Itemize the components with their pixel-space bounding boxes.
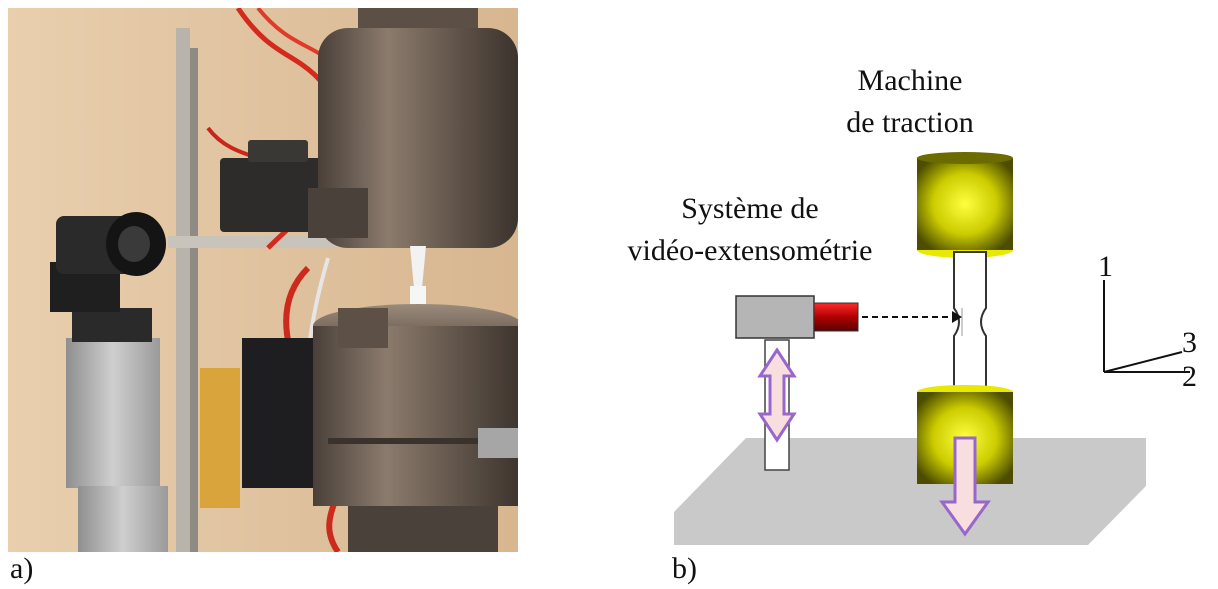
video-label-line1: Système de	[681, 192, 818, 225]
shelf-board	[168, 236, 348, 248]
specimen	[410, 246, 426, 296]
camera-vertical-arrow	[757, 347, 797, 443]
camera-stand-base	[78, 486, 168, 552]
camera-lens-glass	[118, 226, 150, 262]
yellow-chair	[200, 368, 240, 508]
lower-shaft	[348, 506, 498, 552]
base-plate	[674, 438, 1146, 545]
panel-label-a: a)	[10, 552, 34, 585]
traction-down-arrow	[939, 436, 991, 537]
axis-1-label: 1	[1098, 250, 1113, 283]
shelf-post-shadow	[190, 48, 198, 552]
monitor	[242, 338, 314, 488]
panel-label-b: b)	[672, 552, 697, 585]
side-bracket	[478, 428, 518, 458]
camera-stand	[66, 338, 160, 488]
axis-2-label: 2	[1182, 360, 1197, 393]
video-label-line2: vidéo-extensométrie	[628, 234, 873, 267]
upper-grip	[917, 158, 1013, 250]
upper-grip-top	[917, 152, 1013, 164]
machine-label-line2: de traction	[846, 106, 973, 139]
sensor-box	[220, 158, 332, 232]
machine-label-line1: Machine	[858, 64, 963, 97]
camera-body	[735, 295, 815, 339]
camera-lens	[813, 302, 859, 332]
lower-grip-clamp	[338, 308, 388, 348]
lower-grip	[313, 326, 518, 506]
specimen	[953, 251, 987, 391]
lower-grip-groove	[328, 438, 518, 444]
axis-3-line	[1103, 351, 1183, 373]
shelf-post	[176, 28, 190, 552]
line-of-sight-arrowhead	[952, 311, 962, 323]
test-setup-photo	[8, 8, 518, 552]
test-setup-schematic: Machine de traction Système de vidéo-ext…	[628, 64, 1197, 545]
axis-3-label: 3	[1182, 326, 1197, 359]
sensor-handle	[248, 140, 308, 162]
upper-grip-clamp	[308, 188, 368, 238]
camera-mount	[72, 308, 152, 342]
